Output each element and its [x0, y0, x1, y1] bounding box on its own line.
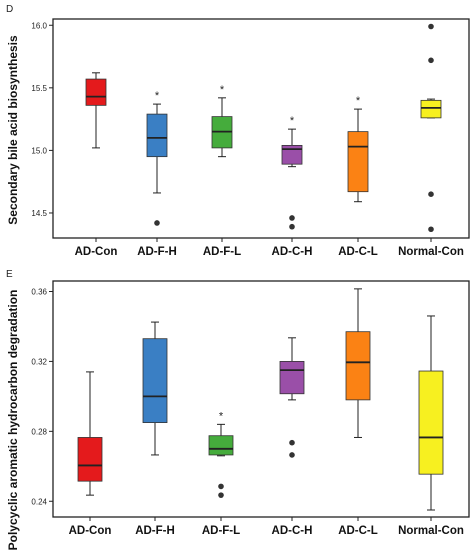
- panel-e-y-axis-label: Polycyclic aromatic hydrocarbon degradat…: [6, 290, 20, 550]
- panel-e-box-ad-c-h: [279, 361, 305, 395]
- panel-e-box-ad-f-h: [142, 338, 168, 424]
- panel-e-box-ad-c-l: [345, 331, 371, 401]
- panel-d-y-tick-label: 15.5: [31, 84, 47, 93]
- panel-e-x-tick-label-ad-f-h: AD-F-H: [135, 525, 175, 537]
- panel-d-x-tick-label-ad-con: AD-Con: [75, 246, 118, 258]
- panel-e: E Polycyclic aromatic hydrocarbon degrad…: [6, 269, 470, 550]
- panel-d-box-ad-con: [85, 78, 107, 106]
- panel-e-plot-frame: [52, 280, 470, 518]
- panel-e-outlier-point: [289, 439, 295, 446]
- panel-e-letter: E: [6, 269, 13, 280]
- panel-d-significance-marker: *: [356, 95, 361, 107]
- panel-e-y-tick-label: 0.24: [31, 497, 47, 506]
- panel-d-box-ad-f-h: [146, 113, 168, 158]
- panel-d-y-tick-label: 16.0: [31, 21, 47, 30]
- panel-d-outlier-point: [154, 220, 160, 226]
- panel-d-y-axis-label: Secondary bile acid biosynthesis: [6, 35, 20, 225]
- panel-d-outlier-point: [289, 223, 295, 230]
- panel-e-y-tick-label: 0.32: [31, 357, 47, 366]
- panel-e-box-normal-con: [418, 370, 444, 475]
- panel-e-outlier-point: [218, 483, 224, 490]
- panel-d-significance-marker: *: [155, 90, 160, 102]
- panel-d-outlier-point: [428, 191, 434, 197]
- panel-e-outlier-point: [289, 452, 295, 458]
- panel-d-x-tick-label-normal-con: Normal-Con: [398, 246, 464, 258]
- panel-e-x-tick-label-normal-con: Normal-Con: [398, 525, 464, 537]
- panel-e-x-tick-label-ad-c-l: AD-C-L: [338, 525, 378, 537]
- panel-d-letter: D: [6, 4, 13, 15]
- panel-d: D Secondary bile acid biosynthesis 14.51…: [6, 4, 470, 258]
- panel-d-box-ad-c-h: [281, 144, 303, 165]
- panel-d-outlier-point: [428, 23, 434, 30]
- panel-e-x-tick-label-ad-f-l: AD-F-L: [202, 525, 240, 537]
- panel-e-box-ad-con: [77, 437, 103, 482]
- panel-d-outlier-point: [428, 57, 434, 64]
- panel-d-y-tick-label: 14.5: [31, 209, 47, 218]
- panel-d-significance-marker: *: [220, 84, 225, 96]
- panel-d-outlier-point: [428, 226, 434, 233]
- panel-d-box-ad-c-l: [347, 131, 369, 193]
- panel-d-x-tick-label-ad-f-l: AD-F-L: [203, 246, 241, 258]
- panel-d-plot-frame: [52, 18, 470, 239]
- panel-e-x-tick-label-ad-con: AD-Con: [69, 525, 112, 537]
- panel-d-x-tick-label-ad-c-l: AD-C-L: [338, 246, 378, 258]
- panel-e-x-tick-label-ad-c-h: AD-C-H: [272, 525, 313, 537]
- panel-d-outlier-point: [289, 215, 295, 221]
- panel-d-significance-marker: *: [290, 115, 295, 127]
- panel-d-x-tick-label-ad-f-h: AD-F-H: [137, 246, 177, 258]
- panel-d-content: 14.5 15.0 15.5 16.0 AD-Con AD-F-H * AD-F-L * AD-C…: [31, 21, 463, 258]
- panel-e-y-tick-label: 0.28: [31, 427, 47, 436]
- panel-d-x-tick-label-ad-c-h: AD-C-H: [272, 246, 313, 258]
- panel-d-y-tick-label: 15.0: [31, 146, 47, 155]
- panel-e-significance-marker: *: [219, 410, 224, 422]
- panel-e-content: 0.24 0.28 0.32 0.36 AD-Con AD-F-H AD-F-L * AD-C-…: [31, 287, 463, 537]
- panel-e-outlier-point: [218, 492, 224, 498]
- panel-e-box-ad-f-l: [208, 435, 234, 456]
- panel-e-y-tick-label: 0.36: [31, 287, 47, 296]
- panel-d-box-normal-con: [420, 99, 442, 119]
